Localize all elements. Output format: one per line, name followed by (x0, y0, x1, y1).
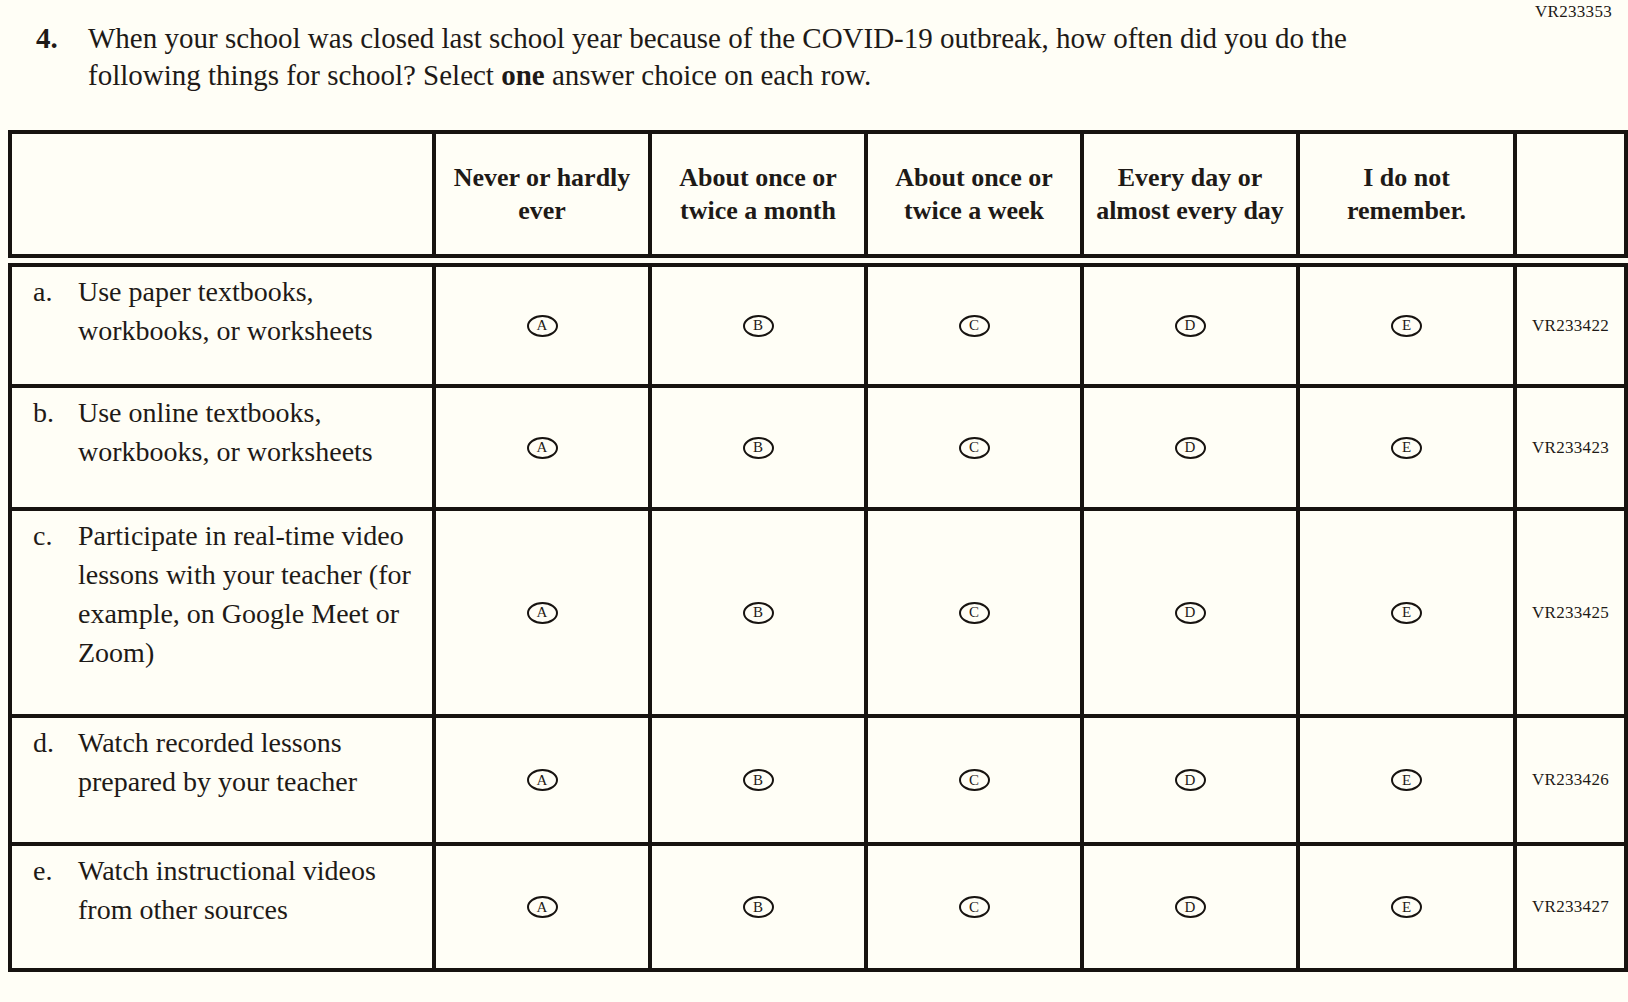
row-d-label: Watch recorded lessons prepared by your … (78, 723, 426, 801)
option-bubble-e-B[interactable]: B (743, 896, 774, 918)
row-b-cell-C: C (866, 386, 1082, 509)
table-row-c: c. Participate in real-time video lesson… (10, 509, 1626, 716)
row-e-cell-A: A (434, 844, 650, 970)
row-e-cell-B: B (650, 844, 866, 970)
row-b-label-cell: b. Use online textbooks, workbooks, or w… (10, 386, 434, 509)
row-c-cell-A: A (434, 509, 650, 716)
row-e-cell-E: E (1298, 844, 1515, 970)
option-bubble-d-B[interactable]: B (743, 769, 774, 791)
row-e-code: VR233427 (1515, 844, 1626, 970)
row-b-code: VR233423 (1515, 386, 1626, 509)
option-bubble-c-D[interactable]: D (1175, 602, 1206, 624)
option-bubble-e-E[interactable]: E (1391, 896, 1422, 918)
table-row-d: d. Watch recorded lessons prepared by yo… (10, 716, 1626, 844)
row-b-cell-D: D (1082, 386, 1298, 509)
row-a-cell-C: C (866, 261, 1082, 387)
row-a-label-cell: a. Use paper textbooks, workbooks, or wo… (10, 261, 434, 387)
row-c-letter: c. (12, 516, 78, 672)
option-bubble-a-D[interactable]: D (1175, 315, 1206, 337)
row-c-cell-E: E (1298, 509, 1515, 716)
header-row: Never or hardly ever About once or twice… (10, 132, 1626, 261)
row-e-label-cell: e. Watch instructional videos from other… (10, 844, 434, 970)
row-c-cell-B: B (650, 509, 866, 716)
row-c-cell-C: C (866, 509, 1082, 716)
option-bubble-b-E[interactable]: E (1391, 437, 1422, 459)
row-e-cell-D: D (1082, 844, 1298, 970)
option-bubble-a-A[interactable]: A (527, 315, 558, 337)
header-every-day: Every day or almost every day (1082, 132, 1298, 261)
row-d-cell-B: B (650, 716, 866, 844)
row-a-cell-A: A (434, 261, 650, 387)
row-d-cell-D: D (1082, 716, 1298, 844)
option-bubble-c-C[interactable]: C (959, 602, 990, 624)
header-empty-cell (10, 132, 434, 261)
row-c-label-cell: c. Participate in real-time video lesson… (10, 509, 434, 716)
header-once-twice-month: About once or twice a month (650, 132, 866, 261)
option-bubble-b-C[interactable]: C (959, 437, 990, 459)
option-bubble-d-A[interactable]: A (527, 769, 558, 791)
row-d-cell-C: C (866, 716, 1082, 844)
answer-matrix-table: Never or hardly ever About once or twice… (8, 130, 1628, 972)
row-d-cell-E: E (1298, 716, 1515, 844)
row-a-code: VR233422 (1515, 261, 1626, 387)
row-c-label: Participate in real-time video lessons w… (78, 516, 426, 672)
question-number: 4. (36, 20, 88, 94)
form-item-code: VR233353 (1535, 2, 1612, 22)
header-code-column (1515, 132, 1626, 261)
table-row-a: a. Use paper textbooks, workbooks, or wo… (10, 261, 1626, 387)
question-text-part2: answer choice on each row. (545, 59, 872, 91)
row-d-code: VR233426 (1515, 716, 1626, 844)
option-bubble-a-B[interactable]: B (743, 315, 774, 337)
row-c-code: VR233425 (1515, 509, 1626, 716)
option-bubble-e-D[interactable]: D (1175, 896, 1206, 918)
row-e-cell-C: C (866, 844, 1082, 970)
option-bubble-d-D[interactable]: D (1175, 769, 1206, 791)
row-d-cell-A: A (434, 716, 650, 844)
row-b-cell-A: A (434, 386, 650, 509)
row-b-cell-B: B (650, 386, 866, 509)
row-b-letter: b. (12, 393, 78, 471)
option-bubble-d-E[interactable]: E (1391, 769, 1422, 791)
row-b-label: Use online textbooks, workbooks, or work… (78, 393, 426, 471)
row-d-letter: d. (12, 723, 78, 801)
row-c-cell-D: D (1082, 509, 1298, 716)
row-a-letter: a. (12, 272, 78, 350)
row-a-cell-E: E (1298, 261, 1515, 387)
question-block: 4. When your school was closed last scho… (36, 20, 1628, 94)
row-d-label-cell: d. Watch recorded lessons prepared by yo… (10, 716, 434, 844)
row-e-label: Watch instructional videos from other so… (78, 851, 426, 929)
option-bubble-c-A[interactable]: A (527, 602, 558, 624)
option-bubble-a-E[interactable]: E (1391, 315, 1422, 337)
row-b-cell-E: E (1298, 386, 1515, 509)
row-a-cell-D: D (1082, 261, 1298, 387)
option-bubble-c-B[interactable]: B (743, 602, 774, 624)
header-do-not-remember: I do not remember. (1298, 132, 1515, 261)
option-bubble-b-D[interactable]: D (1175, 437, 1206, 459)
row-a-cell-B: B (650, 261, 866, 387)
header-never: Never or hardly ever (434, 132, 650, 261)
option-bubble-c-E[interactable]: E (1391, 602, 1422, 624)
question-text: When your school was closed last school … (88, 20, 1363, 94)
row-a-label: Use paper textbooks, workbooks, or works… (78, 272, 426, 350)
table-row-b: b. Use online textbooks, workbooks, or w… (10, 386, 1626, 509)
option-bubble-e-C[interactable]: C (959, 896, 990, 918)
option-bubble-e-A[interactable]: A (527, 896, 558, 918)
question-text-bold: one (501, 59, 545, 91)
option-bubble-b-A[interactable]: A (527, 437, 558, 459)
table-row-e: e. Watch instructional videos from other… (10, 844, 1626, 970)
option-bubble-d-C[interactable]: C (959, 769, 990, 791)
option-bubble-a-C[interactable]: C (959, 315, 990, 337)
option-bubble-b-B[interactable]: B (743, 437, 774, 459)
row-e-letter: e. (12, 851, 78, 929)
header-once-twice-week: About once or twice a week (866, 132, 1082, 261)
